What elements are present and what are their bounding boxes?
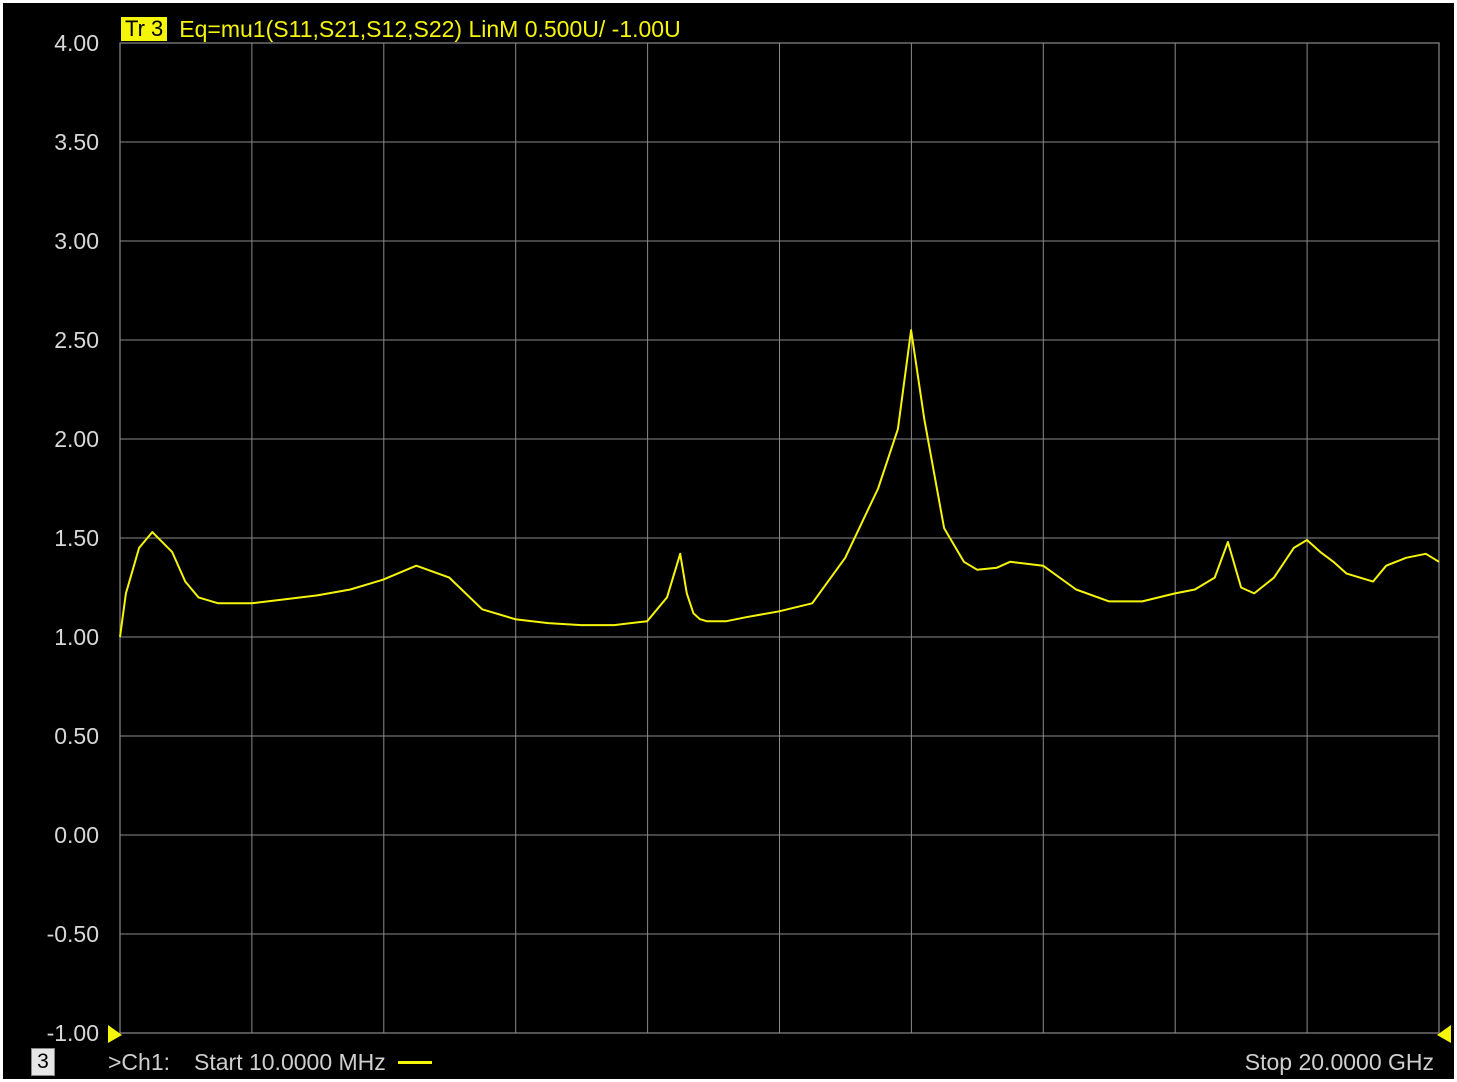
vna-screen: 4.00 3.50 3.00 2.50 2.00 1.50 1.00 0.50 0.00 -0.5… bbox=[3, 3, 1454, 1079]
y-tick-label: 0.50 bbox=[54, 723, 99, 749]
trace-equation: Eq=mu1(S11,S21,S12,S22) LinM 0.500U/ -1.… bbox=[179, 16, 681, 42]
trace-layer bbox=[119, 329, 1440, 638]
y-tick-label: 0.00 bbox=[54, 822, 99, 848]
y-tick-label: 3.50 bbox=[54, 129, 99, 155]
trace-badge[interactable]: Tr 3 bbox=[121, 17, 168, 41]
chart: 4.00 3.50 3.00 2.50 2.00 1.50 1.00 0.50 0.00 -0.5… bbox=[47, 30, 1451, 1046]
stop-marker[interactable] bbox=[1437, 1025, 1451, 1043]
stop-frequency[interactable]: Stop 20.0000 GHz bbox=[1244, 1049, 1434, 1075]
y-tick-label: -1.00 bbox=[47, 1020, 99, 1046]
y-tick-label: 2.50 bbox=[54, 327, 99, 353]
y-tick-label: 4.00 bbox=[54, 30, 99, 56]
y-tick-label: 3.00 bbox=[54, 228, 99, 254]
channel-label: >Ch1: bbox=[108, 1048, 171, 1075]
trace-legend-line bbox=[397, 1060, 432, 1064]
reference-markers bbox=[108, 1025, 1451, 1043]
grid bbox=[119, 42, 1440, 1034]
y-tick-label: 1.50 bbox=[54, 525, 99, 551]
trace-line bbox=[119, 329, 1440, 638]
channel-status: 3 >Ch1: Start 10.0000 MHz bbox=[31, 1048, 432, 1076]
trace-header: Tr 3 Eq=mu1(S11,S21,S12,S22) LinM 0.500U… bbox=[121, 15, 681, 43]
y-tick-label: -0.50 bbox=[47, 921, 99, 947]
y-tick-label: 2.00 bbox=[54, 426, 99, 452]
channel-number-box[interactable]: 3 bbox=[31, 1048, 55, 1076]
start-marker[interactable] bbox=[108, 1025, 122, 1043]
y-tick-labels: 4.00 3.50 3.00 2.50 2.00 1.50 1.00 0.50 0.00 -0.5… bbox=[47, 30, 99, 1046]
y-tick-label: 1.00 bbox=[54, 624, 99, 650]
start-frequency[interactable]: Start 10.0000 MHz bbox=[194, 1048, 386, 1075]
